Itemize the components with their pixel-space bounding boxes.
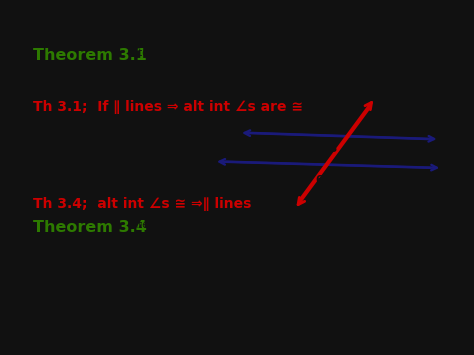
Text: If two parallel lines are cut by a transversal, then the pairs
of alternate inte: If two parallel lines are cut by a trans… [33,66,300,88]
Text: Alternate Interior Angles Converse: Alternate Interior Angles Converse [129,220,298,230]
Text: 6: 6 [315,175,322,185]
Text: Alternate Interior Angles Theorem: Alternate Interior Angles Theorem [129,48,295,58]
Text: Alternate Interior ∠s: Alternate Interior ∠s [357,151,450,160]
Text: Theorem 3.4: Theorem 3.4 [33,220,147,235]
Text: If two lines are cut by a transversal such that the pairs of alternate
interior : If two lines are cut by a transversal su… [33,241,338,263]
Text: Th 3.1;  If ∥ lines ⇒ alt int ∠s are ≅: Th 3.1; If ∥ lines ⇒ alt int ∠s are ≅ [33,100,303,114]
Text: Theorem 3.1: Theorem 3.1 [33,48,147,62]
Text: 5: 5 [329,144,336,154]
Text: Th 3.4;  alt int ∠s ≅ ⇒∥ lines: Th 3.4; alt int ∠s ≅ ⇒∥ lines [33,197,252,211]
